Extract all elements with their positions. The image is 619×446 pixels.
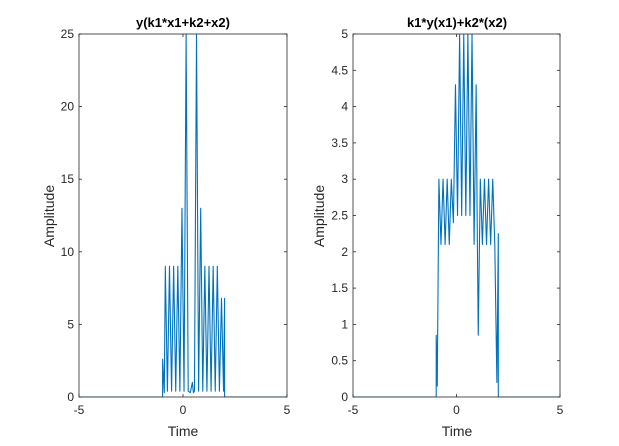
- right-series-line-0: [353, 34, 560, 397]
- right-x-axis-label: Time: [442, 423, 473, 439]
- right-x-tick-label: 0: [453, 403, 460, 417]
- left-y-tick-label: 25: [61, 27, 75, 41]
- left-plot-title: y(k1*x1+k2+x2): [136, 15, 230, 30]
- right-y-tick-label: 5: [341, 27, 348, 41]
- left-y-tick-label: 0: [67, 390, 74, 404]
- left-x-tick-label: 0: [180, 403, 187, 417]
- right-y-tick-label: 0.5: [331, 354, 348, 368]
- right-plot-title: k1*y(x1)+k2*(x2): [407, 15, 507, 30]
- left-y-tick-label: 5: [67, 317, 74, 331]
- left-y-tick-label: 10: [61, 245, 75, 259]
- right-y-tick-label: 1: [341, 317, 348, 331]
- left-y-tick-label: 20: [61, 100, 75, 114]
- right-y-tick-label: 3.5: [331, 136, 348, 150]
- right-y-tick-label: 4.5: [331, 63, 348, 77]
- right-y-tick-label: 2: [341, 245, 348, 259]
- left-subplot: y(k1*x1+k2+x2) Time Amplitude -5 0 5051015…: [41, 15, 291, 439]
- right-y-tick-label: 2.5: [331, 209, 348, 223]
- left-x-axis-label: Time: [168, 423, 199, 439]
- left-y-tick-label: 15: [61, 172, 75, 186]
- right-y-tick-label: 4: [341, 100, 348, 114]
- right-y-tick-label: 0: [341, 390, 348, 404]
- left-x-tick-label: -5: [74, 403, 85, 417]
- right-y-tick-label: 3: [341, 172, 348, 186]
- right-subplot: k1*y(x1)+k2*(x2) Time Amplitude -5 0 500.5…: [311, 15, 564, 439]
- right-y-axis-label: Amplitude: [311, 185, 327, 247]
- left-x-tick-label: 5: [284, 403, 291, 417]
- right-y-tick-label: 1.5: [331, 281, 348, 295]
- left-y-axis-label: Amplitude: [41, 185, 57, 247]
- right-x-tick-label: -5: [348, 403, 359, 417]
- right-x-tick-label: 5: [557, 403, 564, 417]
- left-series-line-0: [79, 34, 287, 397]
